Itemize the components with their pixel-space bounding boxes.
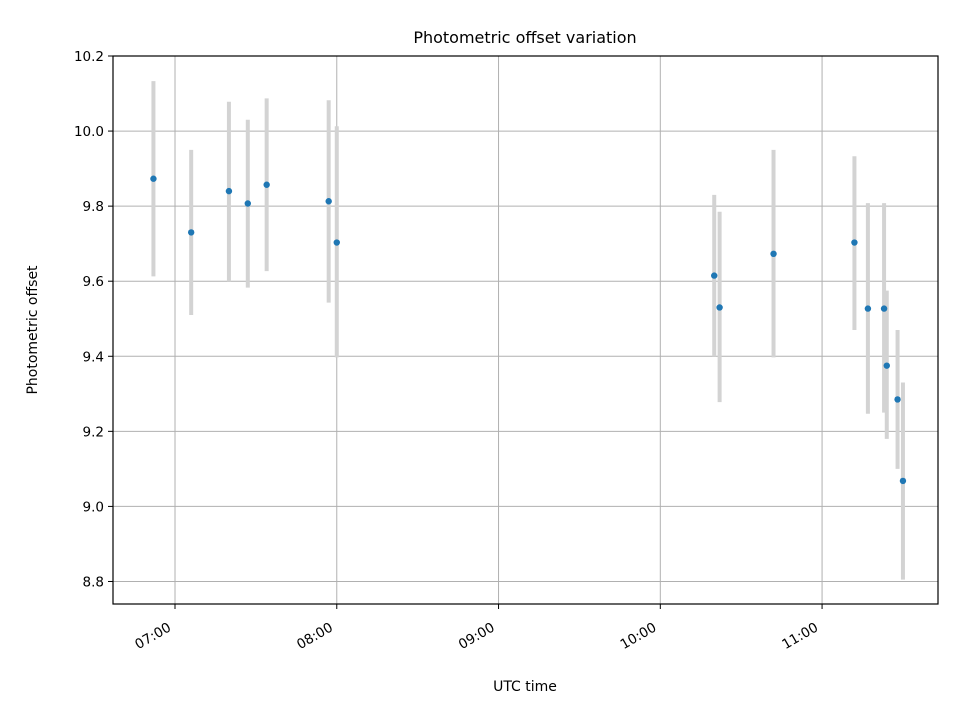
- x-axis-ticks: 07:00 08:00 09:00 10:00 11:00: [132, 604, 823, 653]
- y-tick-label: 9.6: [83, 274, 104, 290]
- data-point: [325, 198, 332, 205]
- data-point: [770, 250, 777, 258]
- data-point: [851, 239, 858, 246]
- y-axis-ticks: 8.8 9.0 9.2 9.4 9.6 9.8 10.0 10.2: [74, 49, 113, 590]
- y-axis-label: Photometric offset: [25, 265, 41, 395]
- y-tick-label: 8.8: [83, 574, 104, 590]
- error-bars: [151, 81, 905, 580]
- data-point: [333, 239, 340, 246]
- x-tick-label: 11:00: [779, 620, 821, 653]
- x-axis-label: UTC time: [493, 679, 557, 695]
- data-point: [187, 229, 195, 236]
- chart-title: Photometric offset variation: [413, 28, 636, 47]
- y-tick-label: 10.2: [74, 49, 104, 65]
- data-point: [864, 305, 872, 312]
- x-tick-label: 07:00: [132, 620, 174, 653]
- y-tick-label: 10.0: [74, 124, 104, 140]
- x-tick-label: 08:00: [294, 620, 336, 653]
- y-tick-label: 9.8: [83, 199, 104, 215]
- data-point: [716, 304, 723, 311]
- grid-lines: [113, 55, 938, 604]
- data-point: [883, 362, 890, 369]
- data-point: [711, 272, 718, 279]
- x-tick-label: 09:00: [456, 620, 498, 653]
- data-points: [150, 175, 907, 485]
- data-point: [225, 187, 233, 195]
- data-point: [894, 396, 901, 403]
- data-point: [880, 305, 888, 312]
- x-tick-label: 10:00: [618, 620, 660, 653]
- plot-frame: [112, 55, 939, 605]
- y-tick-label: 9.0: [83, 499, 104, 515]
- data-point: [244, 200, 252, 207]
- y-tick-label: 9.2: [83, 424, 104, 440]
- data-point: [899, 477, 907, 485]
- y-tick-label: 9.4: [83, 349, 104, 365]
- data-point: [150, 175, 157, 182]
- data-point: [263, 181, 270, 188]
